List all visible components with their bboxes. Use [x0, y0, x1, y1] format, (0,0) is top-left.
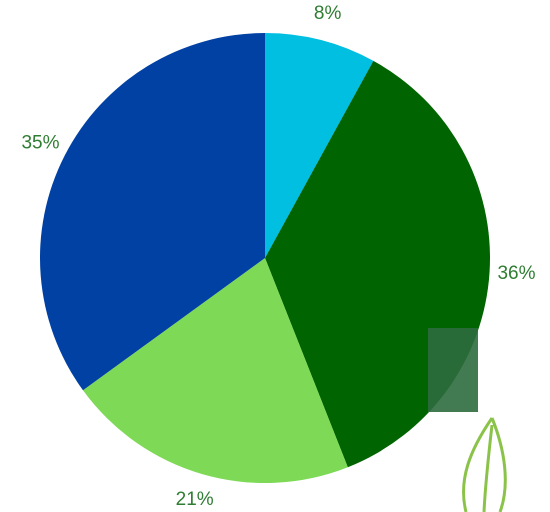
overlay-box	[428, 328, 478, 412]
pie-slice	[40, 33, 265, 391]
data-label: 21%	[176, 489, 214, 510]
data-label: 36%	[497, 263, 535, 284]
data-label: 35%	[21, 133, 59, 154]
data-label: 8%	[314, 3, 342, 24]
decoration	[428, 328, 507, 512]
pie-slice	[265, 33, 374, 258]
leaf-icon	[462, 417, 507, 512]
pie-slice	[82, 258, 348, 484]
